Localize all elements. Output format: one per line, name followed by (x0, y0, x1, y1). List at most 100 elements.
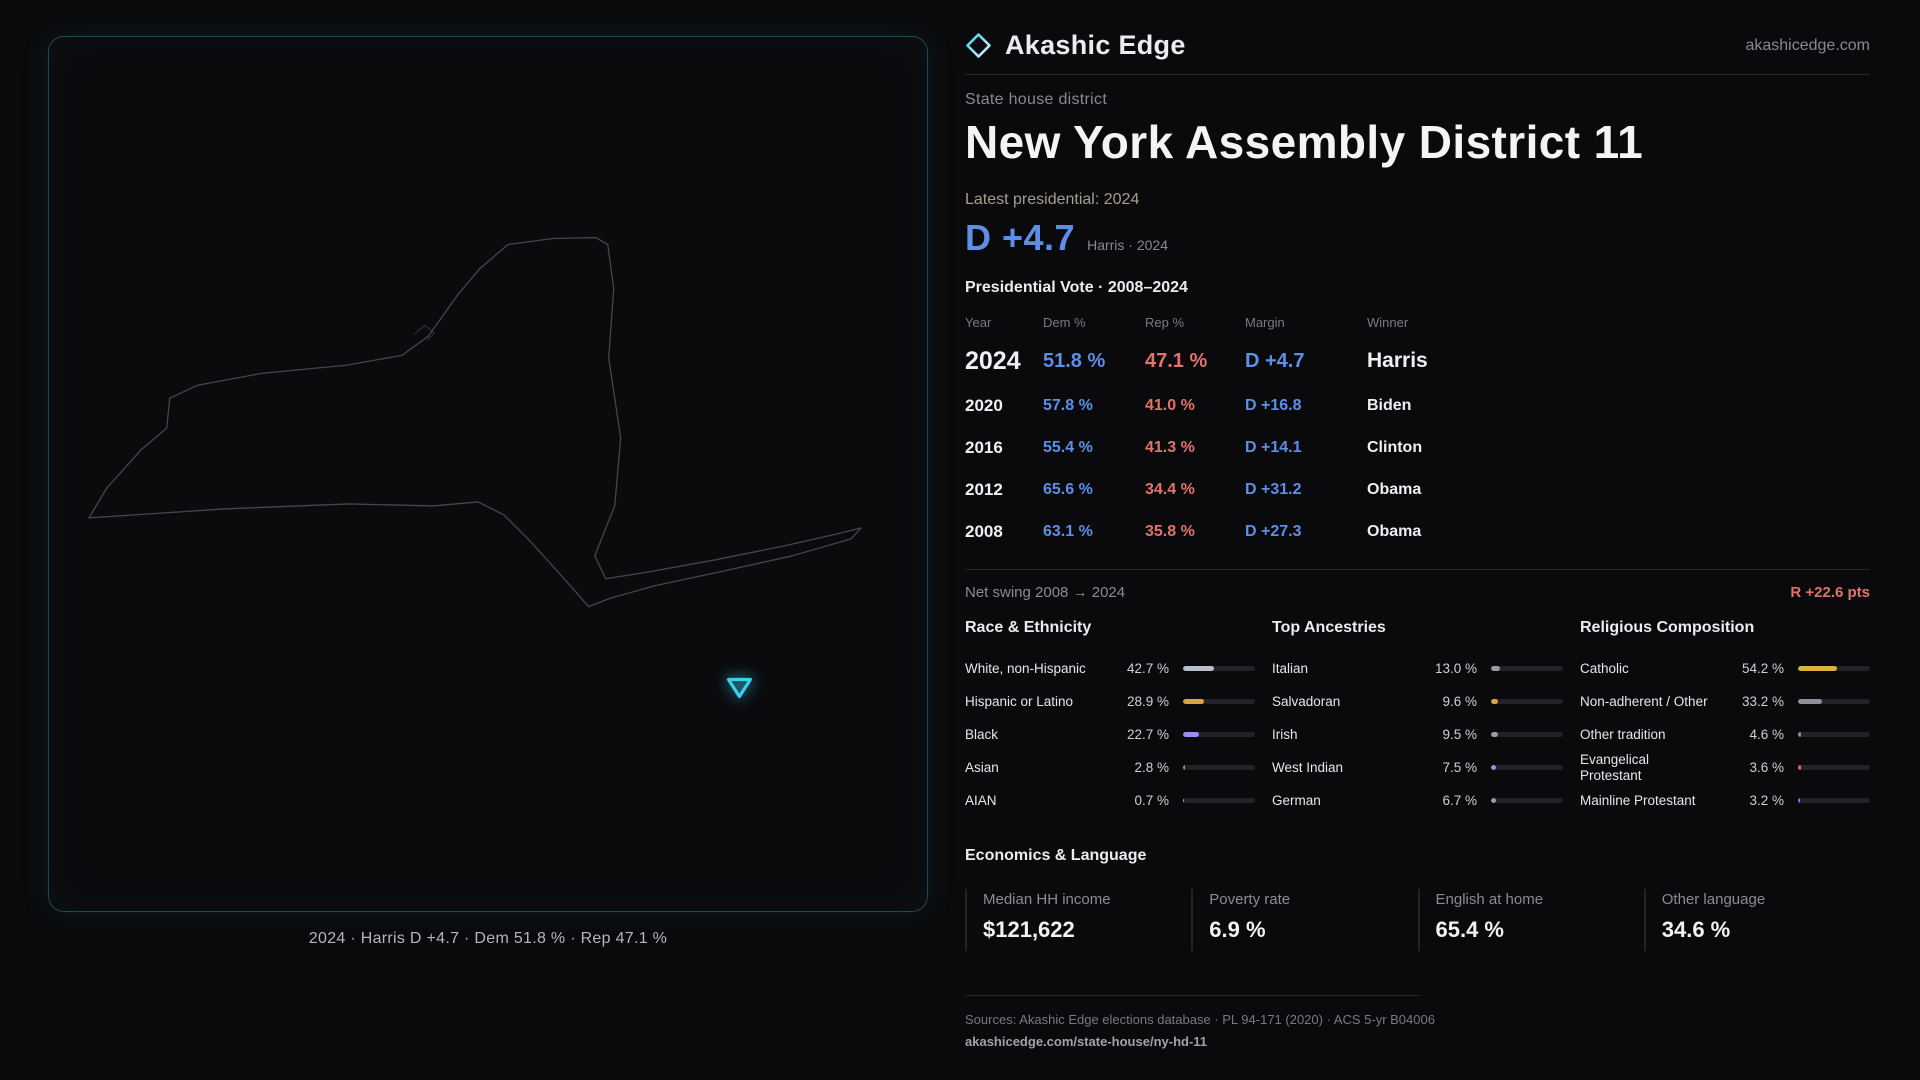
demo-item: Italian 13.0 % (1272, 652, 1563, 685)
demo-item: Catholic 54.2 % (1580, 652, 1870, 685)
col-year: Year (965, 314, 992, 330)
demo-item: Non-adherent / Other 33.2 % (1580, 685, 1870, 718)
demo-bar-fill (1491, 765, 1497, 770)
demo-bar-fill (1183, 699, 1204, 704)
demo-label: Asian (965, 759, 999, 775)
demo-label: Irish (1272, 726, 1298, 742)
cell-year: 2012 (965, 480, 1003, 499)
demo-value: 42.7 % (1126, 661, 1169, 676)
latest-presidential-label: Latest presidential: 2024 (965, 191, 1140, 208)
demo-bar-fill (1798, 798, 1801, 803)
cell-year: 2008 (965, 522, 1003, 541)
stat-label: Other language (1661, 891, 1766, 908)
header-divider (965, 74, 1870, 75)
religion-title: Religious Composition (1580, 619, 1755, 636)
demo-label: Catholic (1580, 660, 1629, 676)
table-row: 2012 65.6 % 34.4 % D +31.2 Obama (965, 469, 1870, 511)
demo-value: 28.9 % (1126, 694, 1169, 709)
demo-item: Black 22.7 % (965, 718, 1255, 751)
demo-bar-fill (1491, 732, 1498, 737)
cell-year: 2020 (965, 396, 1003, 415)
demo-value: 4.6 % (1749, 727, 1784, 742)
vote-table-title: Presidential Vote · 2008–2024 (965, 279, 1188, 296)
district-type-label: State house district (965, 91, 1108, 108)
ny-state-map (88, 236, 862, 699)
demo-bar (1491, 699, 1563, 704)
demo-bar-fill (1798, 765, 1801, 770)
brand-domain-link[interactable]: akashicedge.com (1745, 36, 1870, 54)
cell-winner: Obama (1367, 523, 1422, 540)
demo-item: Irish 9.5 % (1272, 718, 1563, 751)
demo-label: Italian (1272, 660, 1309, 676)
cell-margin: D +4.7 (1245, 349, 1305, 372)
demo-item: Mainline Protestant 3.2 % (1580, 784, 1870, 817)
ancestries-title: Top Ancestries (1272, 619, 1386, 636)
table-row: 2008 63.1 % 35.8 % D +27.3 Obama (965, 511, 1870, 553)
permalink-link[interactable]: akashicedge.com/state-house/ny-hd-11 (965, 1034, 1208, 1049)
map-caption: 2024 · Harris D +4.7 · Dem 51.8 % · Rep … (308, 930, 668, 947)
net-swing-row: Net swing 2008 → 2024 R +22.6 pts (965, 584, 1870, 601)
cell-dem: 55.4 % (1043, 439, 1093, 456)
table-row: 2024 51.8 % 47.1 % D +4.7 Harris (965, 337, 1870, 385)
cell-rep: 35.8 % (1145, 523, 1195, 540)
cell-year: 2016 (965, 438, 1003, 457)
cell-margin: D +27.3 (1245, 523, 1302, 540)
cell-rep: 47.1 % (1145, 349, 1208, 372)
demo-bar-fill (1798, 699, 1822, 704)
demo-value: 2.8 % (1134, 760, 1169, 775)
race-ethnicity-column: Race & Ethnicity White, non-Hispanic 42.… (965, 619, 1255, 817)
demo-value: 3.6 % (1749, 760, 1784, 775)
demographics-section: Race & Ethnicity White, non-Hispanic 42.… (965, 619, 1870, 817)
demo-value: 54.2 % (1741, 661, 1784, 676)
stat-value: 65.4 % (1435, 917, 1505, 942)
col-rep: Rep % (1145, 314, 1185, 330)
cell-dem: 57.8 % (1043, 397, 1093, 414)
demo-bar (1183, 765, 1255, 770)
demo-bar-fill (1183, 798, 1184, 803)
demo-value: 9.6 % (1442, 694, 1477, 709)
cell-winner: Obama (1367, 481, 1422, 498)
section-divider (965, 569, 1870, 570)
demo-item: Salvadoran 9.6 % (1272, 685, 1563, 718)
demo-bar (1183, 798, 1255, 803)
stat-label: English at home (1435, 891, 1544, 908)
demo-item: Other tradition 4.6 % (1580, 718, 1870, 751)
cell-dem: 65.6 % (1043, 481, 1093, 498)
cell-dem: 63.1 % (1043, 523, 1093, 540)
col-winner: Winner (1367, 314, 1409, 330)
cell-margin: D +14.1 (1245, 439, 1302, 456)
headline-margin-row: D +4.7 Harris · 2024 (965, 217, 1870, 259)
demo-label: Black (965, 726, 999, 742)
demo-bar (1798, 699, 1870, 704)
cell-margin: D +16.8 (1245, 397, 1302, 414)
demo-label: German (1272, 792, 1321, 808)
cell-rep: 41.3 % (1145, 439, 1195, 456)
ny-state-outline (88, 236, 862, 608)
demo-value: 33.2 % (1741, 694, 1784, 709)
demo-bar (1798, 732, 1870, 737)
sources-text: Sources: Akashic Edge elections database… (965, 1012, 1435, 1027)
cell-winner: Harris (1367, 349, 1428, 372)
brand-name: Akashic Edge (1005, 30, 1186, 60)
cell-margin: D +31.2 (1245, 481, 1302, 498)
demo-value: 13.0 % (1434, 661, 1477, 676)
demo-value: 6.7 % (1442, 793, 1477, 808)
economics-title: Economics & Language (965, 847, 1147, 864)
demo-label: Evangelical Protestant (1580, 751, 1650, 783)
net-swing-label: Net swing 2008 → 2024 (965, 584, 1126, 601)
demo-label: Hispanic or Latino (965, 693, 1074, 709)
table-row: 2016 55.4 % 41.3 % D +14.1 Clinton (965, 427, 1870, 469)
demo-label: Other tradition (1580, 726, 1666, 742)
demo-bar (1798, 666, 1870, 671)
demo-bar (1491, 798, 1563, 803)
demo-bar (1183, 666, 1255, 671)
demo-bar (1491, 666, 1563, 671)
demo-bar-fill (1491, 699, 1498, 704)
demo-bar-fill (1183, 666, 1214, 671)
net-swing-value: R +22.6 pts (1790, 584, 1870, 601)
demo-item: Hispanic or Latino 28.9 % (965, 685, 1255, 718)
demo-item: West Indian 7.5 % (1272, 751, 1563, 784)
demo-bar-fill (1183, 732, 1200, 737)
demo-bar-fill (1491, 798, 1496, 803)
